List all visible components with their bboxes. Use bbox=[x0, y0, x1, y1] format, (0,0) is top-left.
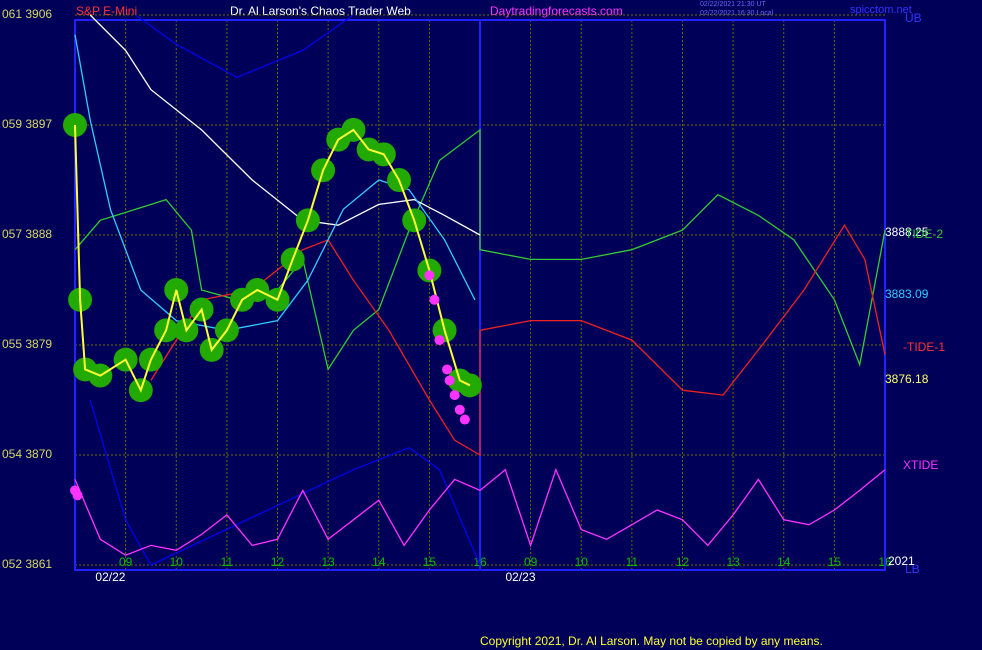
right-label: TIDE-2 bbox=[905, 227, 943, 241]
x-tick-label: 12 bbox=[271, 555, 285, 569]
ub-label: UB bbox=[905, 11, 922, 25]
site: Daytradingforecasts.com bbox=[490, 4, 623, 18]
signal-dot bbox=[459, 414, 470, 425]
x-tick-label: 14 bbox=[777, 555, 791, 569]
date-label: 02/22 bbox=[95, 570, 125, 584]
signal-dot bbox=[444, 375, 455, 386]
x-tick-label: 13 bbox=[726, 555, 740, 569]
x-tick-label: 13 bbox=[321, 555, 335, 569]
signal-dot bbox=[449, 390, 460, 401]
lb-label: LB bbox=[905, 562, 920, 576]
y-tick-label: 055 3879 bbox=[2, 337, 52, 351]
series-line bbox=[74, 128, 886, 372]
right-label: -TIDE-1 bbox=[903, 340, 945, 354]
signal-dot bbox=[424, 270, 435, 281]
timestamp: 02/22/2021 21:30 UT bbox=[700, 1, 766, 8]
signal-dot bbox=[429, 294, 440, 305]
x-tick-label: 09 bbox=[119, 555, 133, 569]
series-line bbox=[150, 223, 886, 457]
x-tick-label: 12 bbox=[676, 555, 690, 569]
instrument: S&P E-Mini bbox=[76, 4, 137, 18]
y-tick-label: 061 3906 bbox=[2, 7, 52, 21]
plot-area: 061 3906 059 3897 057 3888 055 3879 054 3870… bbox=[2, 7, 945, 584]
x-tick-label: 11 bbox=[221, 555, 234, 569]
series-line bbox=[74, 34, 476, 331]
corner-site: spicctom.net bbox=[850, 4, 912, 16]
right-label: 3888.25 bbox=[885, 225, 929, 239]
x-tick-label: 10 bbox=[575, 555, 589, 569]
series-line bbox=[89, 399, 481, 566]
y-tick-label: 054 3870 bbox=[2, 447, 52, 461]
y-tick-label: 052 3861 bbox=[2, 557, 52, 571]
right-label: 2021 bbox=[888, 554, 915, 568]
right-label: 3883.09 bbox=[885, 287, 929, 301]
series-line bbox=[74, 467, 886, 556]
series-line bbox=[74, 124, 471, 393]
series-line bbox=[135, 14, 354, 79]
y-tick-label: 057 3888 bbox=[2, 227, 52, 241]
x-tick-label: 10 bbox=[170, 555, 184, 569]
signal-dot bbox=[434, 335, 445, 346]
y-tick-label: 059 3897 bbox=[2, 117, 52, 131]
copyright: Copyright 2021, Dr. Al Larson. May not b… bbox=[480, 634, 823, 648]
signal-dot bbox=[72, 490, 83, 501]
chart-title: Dr. Al Larson's Chaos Trader Web bbox=[230, 4, 411, 18]
right-label: 3876.18 bbox=[885, 372, 929, 386]
timestamp: 02/22/2021 16:30 Local bbox=[700, 10, 774, 17]
date-label: 02/23 bbox=[505, 570, 535, 584]
x-tick-label: 15 bbox=[828, 555, 842, 569]
x-tick-label: 14 bbox=[372, 555, 386, 569]
x-tick-label: 15 bbox=[423, 555, 437, 569]
x-tick-label: 11 bbox=[626, 555, 639, 569]
x-tick-label: 09 bbox=[524, 555, 538, 569]
signal-dot bbox=[454, 404, 465, 415]
signal-dot bbox=[442, 364, 453, 375]
right-label: XTIDE bbox=[903, 458, 938, 472]
